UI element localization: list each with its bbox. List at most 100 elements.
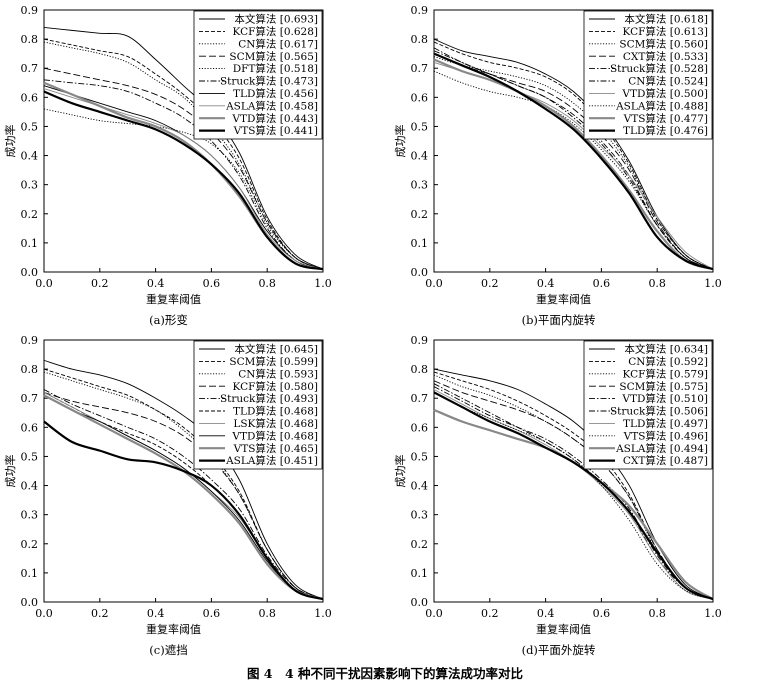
x-tick-label: 0.6 [203, 607, 221, 620]
y-tick-label: 0.3 [411, 509, 429, 522]
x-tick-label: 1.0 [314, 277, 332, 290]
legend-entry: TLD算法 [0.456] [233, 87, 318, 100]
x-tick-label: 0.0 [35, 277, 53, 290]
legend-entry: VTD算法 [0.443] [231, 112, 318, 125]
y-tick-label: 0.6 [21, 421, 39, 434]
series-line-9 [433, 58, 714, 271]
plot-frame [433, 9, 714, 273]
series-line-6 [43, 392, 324, 600]
legend-entry: LSK算法 [0.468] [233, 417, 318, 430]
figure-title: 图 4 4 种不同干扰因素影响下的算法成功率对比 [247, 666, 524, 681]
legend-entry: VTS算法 [0.441] [233, 124, 318, 137]
x-tick-label: 0.0 [35, 607, 53, 620]
y-tick-label: 0.1 [411, 237, 429, 250]
series-line-10 [43, 90, 324, 271]
series-line-4 [43, 391, 324, 600]
series-line-3 [433, 56, 714, 270]
series-line-1 [43, 359, 324, 600]
legend-entry: Struck算法 [0.506] [610, 405, 708, 418]
y-tick-label: 0.2 [21, 208, 39, 221]
series-line-10 [433, 52, 714, 271]
chart-panel-2: 0.0 0.1 0.2 0.3 0.4 0.5 0.6 0.7 0.8 0.9 0.0 0.2 0.4 0… [393, 4, 722, 327]
legend-entry: DFT算法 [0.518] [233, 62, 318, 75]
x-tick-label: 0.4 [537, 277, 555, 290]
series-line-4 [433, 380, 714, 600]
legend-entry: CXT算法 [0.533] [623, 50, 708, 63]
legend-entry: SCM算法 [0.560] [619, 37, 708, 50]
x-tick-label: 0.8 [258, 607, 276, 620]
x-tick-label: 1.0 [704, 277, 722, 290]
y-tick-label: 0.9 [21, 4, 39, 17]
legend-entry: KCF算法 [0.628] [233, 25, 318, 38]
y-axis-label: 成功率 [3, 125, 17, 158]
y-tick-label: 0.0 [21, 596, 39, 609]
y-tick-label: 0.6 [411, 421, 429, 434]
x-tick-label: 1.0 [314, 607, 332, 620]
y-tick-label: 0.0 [411, 596, 429, 609]
legend-entry: 本文算法 [0.645] [234, 343, 318, 356]
y-tick-label: 0.7 [21, 62, 39, 75]
y-tick-label: 0.2 [21, 538, 39, 551]
y-tick-label: 0.8 [411, 33, 429, 46]
x-tick-label: 0.4 [537, 607, 555, 620]
y-tick-label: 0.0 [411, 266, 429, 279]
y-tick-label: 0.2 [411, 208, 429, 221]
x-axis-label: 重复率阈值 [146, 622, 201, 636]
x-tick-label: 0.0 [425, 607, 443, 620]
chart-panel-1: 0.0 0.1 0.2 0.3 0.4 0.5 0.6 0.7 0.8 0.9 0.0 0.2 0.4 0… [3, 4, 332, 327]
plot-frame [43, 339, 324, 603]
legend-entry: CN算法 [0.617] [238, 37, 318, 50]
y-tick-label: 0.8 [21, 363, 39, 376]
legend-entry: TLD算法 [0.497] [623, 417, 708, 430]
plot-frame [433, 339, 714, 603]
y-tick-label: 0.9 [21, 334, 39, 347]
y-tick-label: 0.6 [21, 91, 39, 104]
y-tick-label: 0.0 [21, 266, 39, 279]
series-line-10 [43, 420, 324, 601]
legend-entry: KCF算法 [0.613] [623, 25, 708, 38]
y-axis-label: 成功率 [393, 125, 407, 158]
y-tick-label: 0.4 [411, 480, 429, 493]
legend-entry: CXT算法 [0.487] [623, 454, 708, 467]
y-tick-label: 0.4 [411, 150, 429, 163]
legend-entry: SCM算法 [0.565] [229, 50, 318, 63]
x-axis-label: 重复率阈值 [536, 292, 591, 306]
x-tick-label: 0.4 [147, 277, 165, 290]
series-line-4 [43, 67, 324, 270]
y-tick-label: 0.8 [21, 33, 39, 46]
legend-entry: Struck算法 [0.473] [220, 75, 318, 88]
y-tick-label: 0.9 [411, 4, 429, 17]
x-tick-label: 0.4 [147, 607, 165, 620]
y-tick-label: 0.3 [21, 509, 39, 522]
x-tick-label: 0.8 [648, 607, 666, 620]
series-line-4 [433, 53, 714, 270]
panel-caption: (d)平面外旋转 [522, 643, 596, 657]
x-tick-label: 1.0 [704, 607, 722, 620]
series-line-8 [433, 70, 714, 270]
series-line-1 [433, 38, 714, 270]
y-tick-label: 0.4 [21, 150, 39, 163]
series-line-10 [433, 391, 714, 601]
series-line-6 [43, 79, 324, 270]
legend-entry: ASLA算法 [0.458] [225, 99, 318, 112]
y-tick-label: 0.5 [411, 120, 429, 133]
legend-entry: VTS算法 [0.465] [233, 442, 318, 455]
series-line-2 [43, 38, 324, 270]
x-tick-label: 0.2 [481, 607, 499, 620]
legend-entry: ASLA算法 [0.451] [225, 454, 318, 467]
x-tick-label: 0.2 [91, 277, 109, 290]
legend-entry: Struck算法 [0.528] [610, 62, 708, 75]
x-axis-label: 重复率阈值 [146, 292, 201, 306]
legend-entry: VTD算法 [0.468] [231, 429, 318, 442]
y-tick-label: 0.4 [21, 480, 39, 493]
y-tick-label: 0.7 [411, 62, 429, 75]
legend-entry: KCF算法 [0.580] [233, 380, 318, 393]
x-tick-label: 0.6 [593, 277, 611, 290]
series-line-3 [43, 41, 324, 270]
x-tick-label: 0.2 [91, 607, 109, 620]
y-tick-label: 0.2 [411, 538, 429, 551]
legend-entry: KCF算法 [0.579] [623, 367, 708, 380]
legend-entry: CN算法 [0.592] [628, 355, 708, 368]
panel-caption: (a)形变 [149, 313, 188, 327]
legend-entry: VTS算法 [0.477] [623, 112, 708, 125]
